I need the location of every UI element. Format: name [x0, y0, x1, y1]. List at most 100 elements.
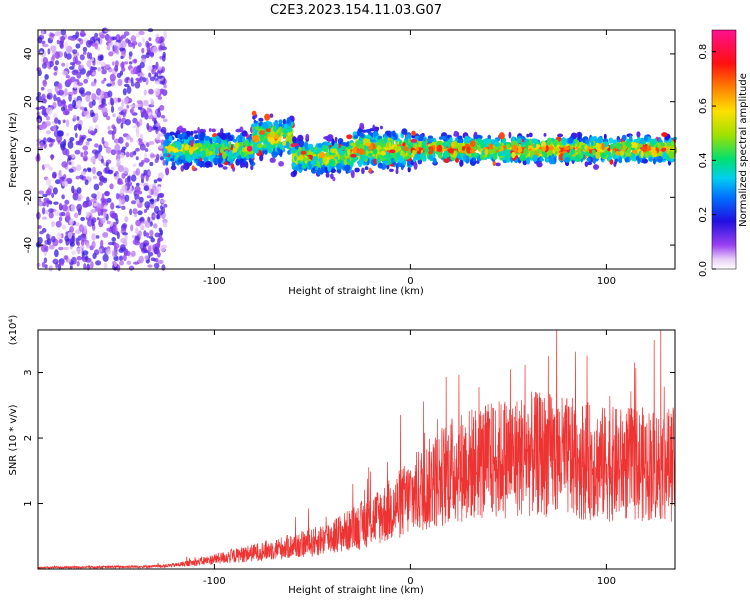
spectrogram-cell	[520, 141, 525, 148]
spectrogram-cell	[162, 159, 166, 166]
spectrogram-cell	[75, 222, 80, 227]
spectrogram-cell	[350, 153, 357, 158]
spectrogram-cell	[407, 160, 412, 167]
colorbar: 0.00.20.40.60.8 Normalized spectral ampl…	[698, 29, 749, 277]
spectrogram-cell	[36, 67, 41, 72]
spectrogram-cell	[139, 76, 144, 81]
spectrogram-cell	[132, 124, 139, 129]
spectrogram-cell	[86, 72, 90, 77]
spectrogram-cell	[475, 160, 480, 164]
spectrogram-cell	[90, 112, 96, 117]
spectrogram-cell	[609, 159, 614, 165]
spectrogram-cell	[154, 80, 160, 85]
spectrogram-cell	[264, 149, 268, 155]
spectrogram-cell	[43, 197, 50, 204]
spectrogram-cell	[94, 143, 99, 148]
spectrogram-cell	[125, 142, 129, 148]
spectrogram-cell	[266, 121, 273, 127]
spectrogram-cell	[505, 143, 511, 149]
spectrogram-cell	[190, 139, 194, 148]
spectrogram-cell	[411, 130, 416, 136]
spectrogram-cell	[54, 31, 61, 37]
spectrogram-cell	[74, 132, 78, 139]
spectrogram-cell	[171, 161, 176, 168]
y-tick-label: 20	[23, 95, 34, 108]
spectrogram-cell	[76, 71, 82, 79]
spectrogram-cell	[507, 154, 511, 159]
spectrogram-cell	[91, 208, 95, 213]
spectrogram-cell	[240, 150, 245, 157]
spectrogram-cell	[370, 139, 376, 143]
spectrogram-cell	[149, 51, 154, 58]
spectrogram-cell	[103, 262, 108, 269]
spectrogram-cell	[282, 133, 287, 138]
spectrogram-cell	[79, 134, 83, 143]
spectrogram-cell	[44, 74, 49, 80]
spectrogram-cell	[388, 141, 392, 150]
spectrogram-cell	[78, 224, 84, 232]
spectrogram-cell	[111, 213, 116, 219]
spectrogram-cell	[463, 153, 467, 162]
spectrogram-cell	[139, 196, 144, 203]
spectrogram-cell	[141, 247, 145, 252]
spectrogram-cell	[553, 140, 558, 148]
spectrogram-cell	[107, 130, 114, 135]
spectrogram-cell	[443, 150, 449, 159]
spectrogram-cell	[101, 98, 106, 105]
spectrogram-cell	[134, 81, 141, 89]
spectrogram-cell	[114, 261, 117, 268]
spectrogram-cell	[153, 187, 159, 195]
spectrogram-cell	[59, 141, 66, 149]
spectrogram-cell	[233, 155, 238, 159]
spectrogram-cell	[82, 250, 89, 256]
spectrogram-cell	[42, 62, 47, 69]
spectrogram-cell	[368, 167, 372, 174]
spectrogram-cell	[495, 162, 501, 167]
spectrogram-cell	[166, 158, 170, 162]
spectrogram-cell	[124, 194, 130, 202]
spectrogram-cell	[277, 147, 281, 155]
spectrogram-cell	[135, 147, 140, 152]
spectrogram-cell	[171, 148, 179, 153]
spectrogram-cell	[591, 149, 596, 154]
spectrogram-cell	[604, 143, 608, 148]
snr-y-label: SNR (10 * v/v)	[8, 404, 19, 475]
spectrogram-cell	[56, 39, 60, 45]
spectrogram-cell	[148, 187, 152, 196]
spectrogram-cell	[54, 117, 59, 124]
spectrogram-cell	[446, 139, 451, 148]
spectrogram-cell	[347, 161, 351, 166]
spectrogram-cell	[402, 146, 410, 151]
spectrogram-cell	[71, 256, 77, 265]
spectrogram-cell	[632, 142, 638, 148]
spectrogram-cell	[455, 157, 459, 163]
spectrogram-cell	[72, 49, 78, 54]
spectrogram-cell	[79, 106, 85, 110]
spectrogram-cell	[592, 156, 597, 164]
spectrogram-cell	[157, 260, 164, 264]
spectrogram-cell	[267, 147, 273, 154]
spectrogram-cell	[43, 257, 48, 264]
spectrogram-cell	[101, 158, 104, 164]
spectrogram-cell	[47, 238, 52, 246]
spectrogram-cell	[139, 118, 143, 127]
spectrogram-cell	[135, 227, 139, 235]
spectrogram-cell	[644, 134, 648, 142]
spectrogram-cell	[103, 112, 108, 116]
spectrogram-cell	[551, 154, 555, 160]
spectrogram-cell	[336, 163, 343, 170]
spectrogram-cell	[101, 69, 107, 75]
spectrogram-cell	[332, 143, 339, 150]
spectrogram-cell	[154, 158, 159, 164]
spectrogram-cell	[436, 144, 443, 152]
spectrogram-cell	[128, 56, 132, 60]
spectrogram-cell	[121, 205, 126, 210]
spectrogram-cell	[380, 125, 383, 130]
spectrogram-cell	[155, 257, 159, 263]
spectrogram-cell	[197, 159, 201, 167]
spectrogram-cell	[110, 149, 117, 156]
spectrogram-cell	[132, 43, 136, 49]
spectrogram-cell	[159, 80, 166, 85]
spectrogram-cell	[141, 222, 144, 229]
spectrogram-cell	[282, 118, 287, 126]
